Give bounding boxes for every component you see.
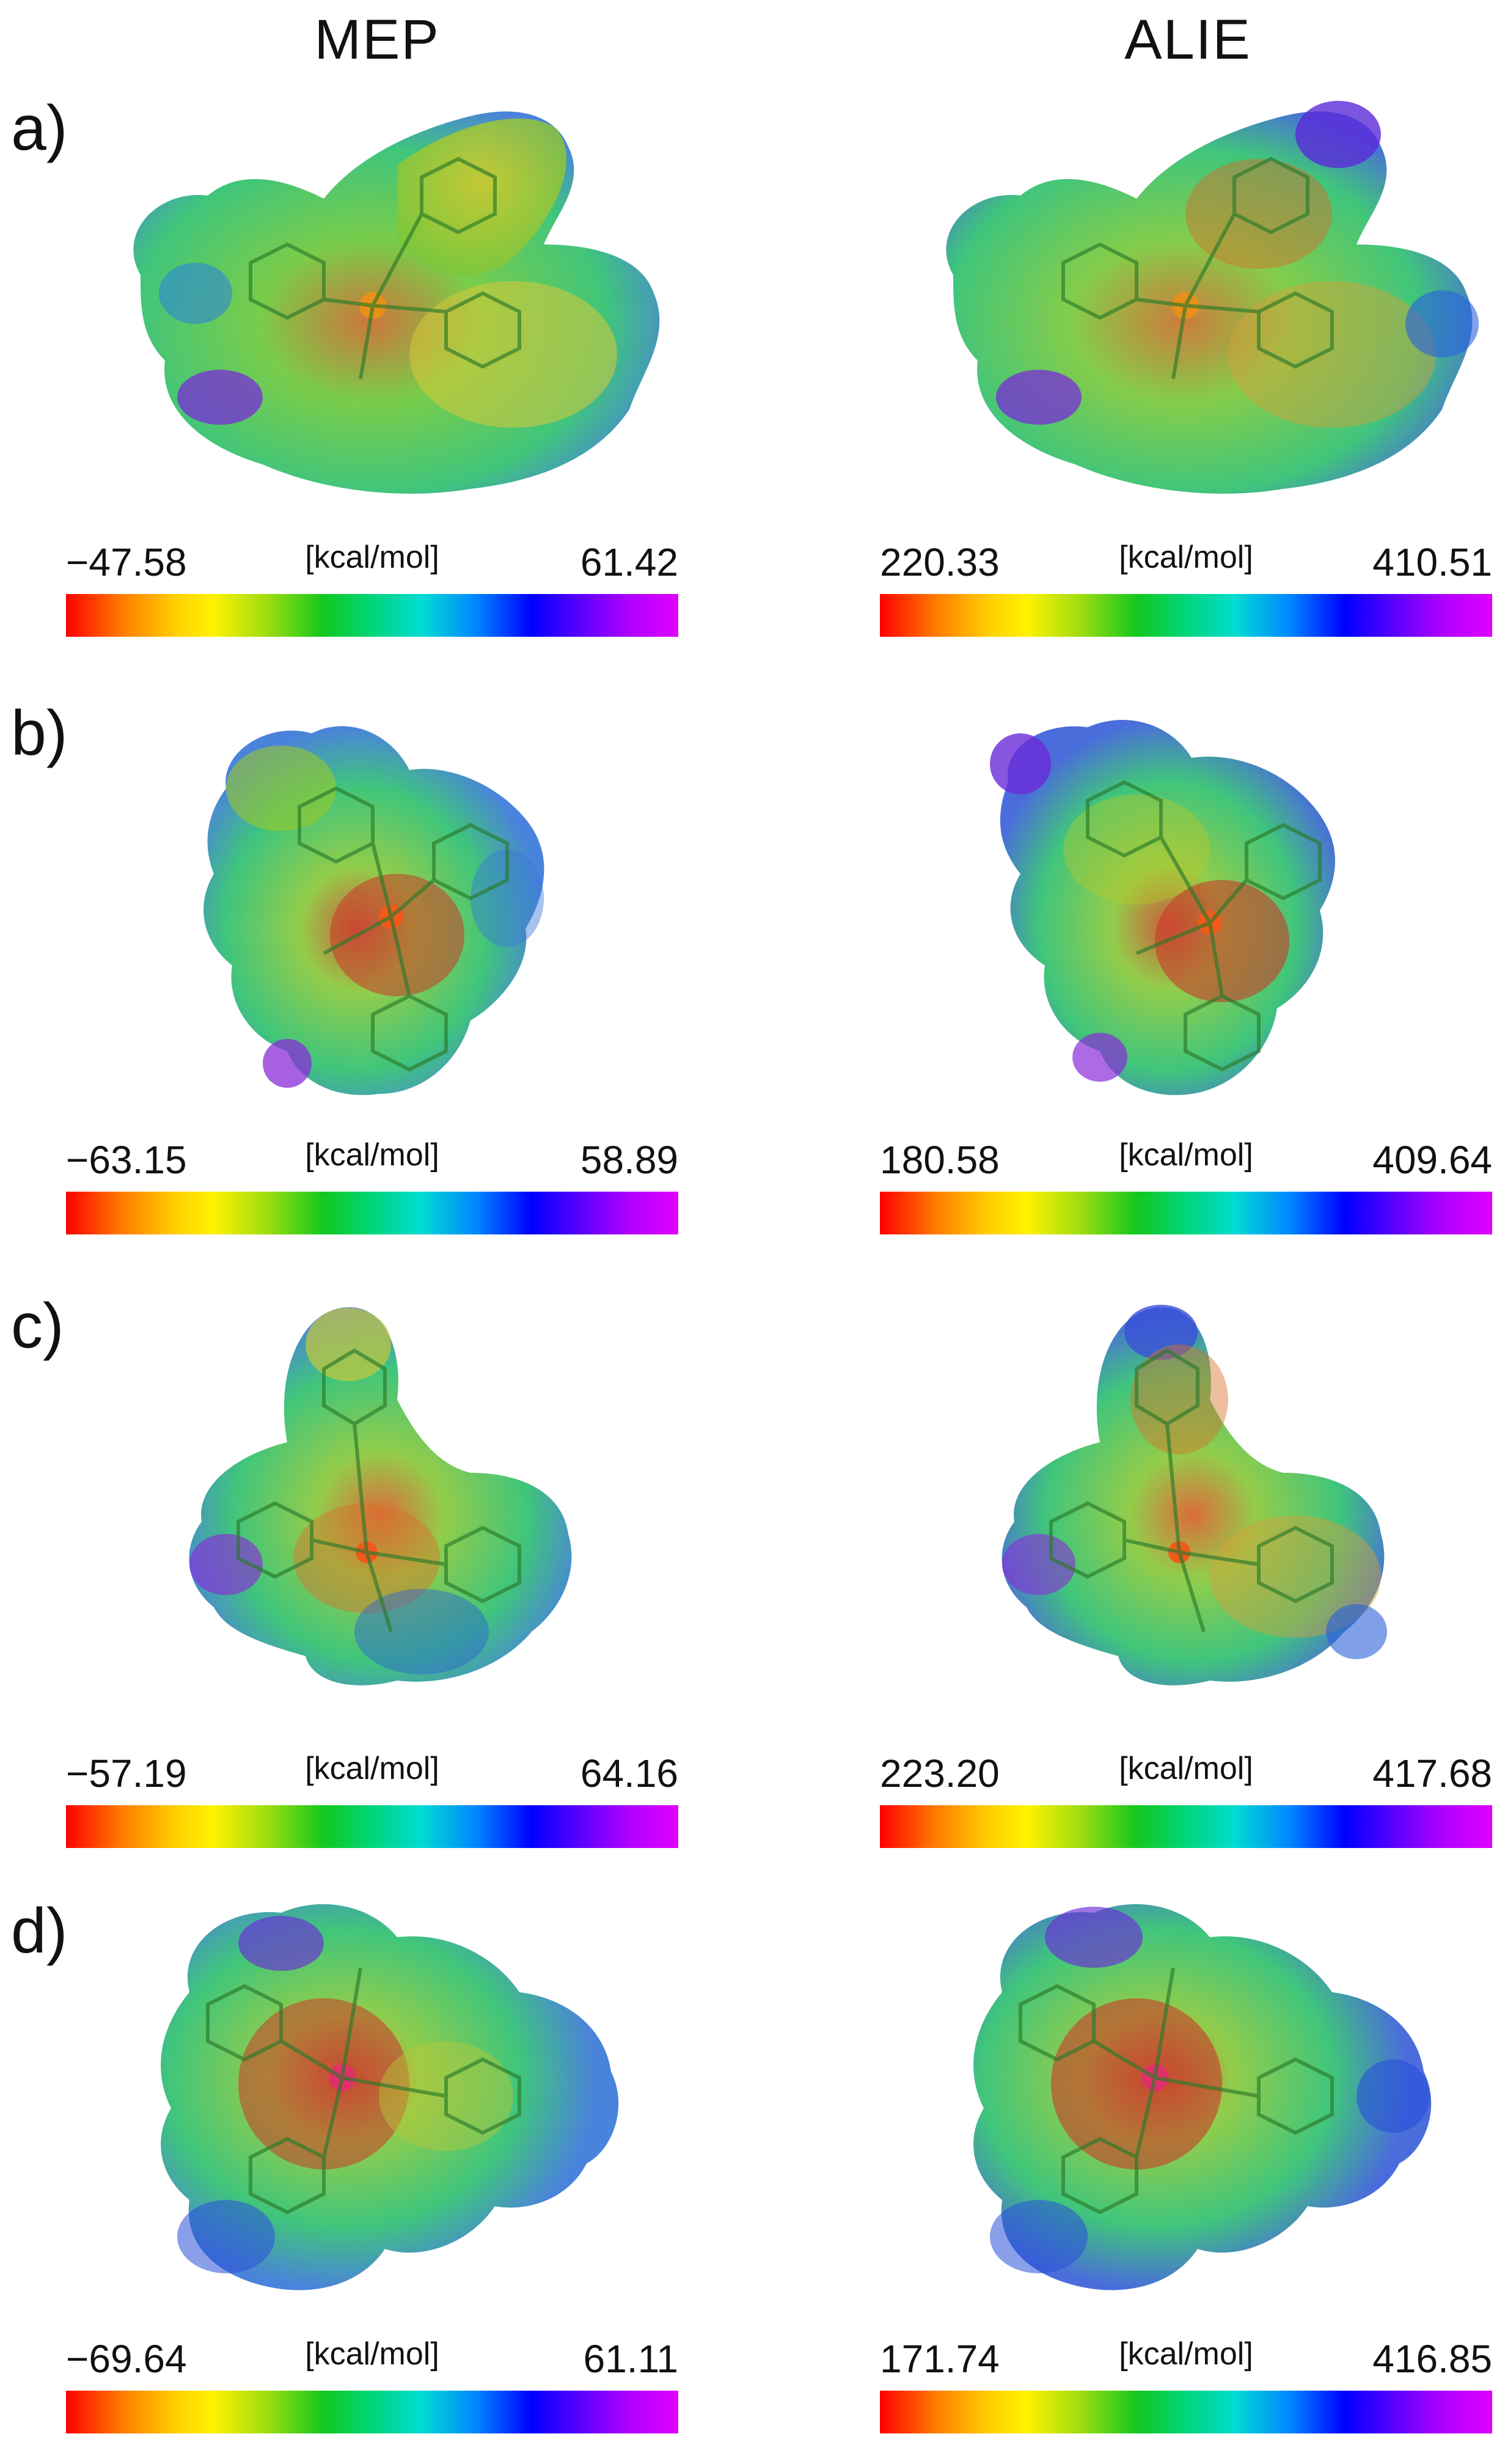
panel-label-c: c) xyxy=(11,1291,64,1362)
scale-max-value: 64.16 xyxy=(580,1751,678,1795)
scale-unit-label: [kcal/mol] xyxy=(1119,2336,1253,2372)
scale-unit-label: [kcal/mol] xyxy=(1119,1751,1253,1786)
molecule-surface-mep-b xyxy=(104,697,776,1124)
color-scale-bar xyxy=(66,1805,678,1848)
color-scale-bar xyxy=(880,1805,1492,1848)
color-scale-mep-d: −69.64 [kcal/mol] 61.11 xyxy=(66,2334,678,2438)
molecule-surface-alie-b xyxy=(917,697,1505,1124)
scale-min-value: 171.74 xyxy=(880,2337,1000,2381)
color-scale-mep-a: −47.58 [kcal/mol] 61.42 xyxy=(66,538,678,642)
scale-min-value: −69.64 xyxy=(66,2337,187,2381)
color-scale-alie-d: 171.74 [kcal/mol] 416.85 xyxy=(880,2334,1492,2438)
scale-unit-label: [kcal/mol] xyxy=(1119,1137,1253,1173)
color-scale-alie-a: 220.33 [kcal/mol] 410.51 xyxy=(880,538,1492,642)
scale-max-value: 61.11 xyxy=(583,2337,678,2381)
color-scale-alie-b: 180.58 [kcal/mol] 409.64 xyxy=(880,1135,1492,1239)
molecule-surface-mep-c xyxy=(104,1289,776,1717)
scale-min-value: 220.33 xyxy=(880,540,1000,584)
scale-max-value: 416.85 xyxy=(1372,2337,1492,2381)
color-scale-bar xyxy=(66,2391,678,2433)
scale-unit-label: [kcal/mol] xyxy=(305,1751,439,1786)
color-scale-mep-c: −57.19 [kcal/mol] 64.16 xyxy=(66,1749,678,1853)
panel-label-b: b) xyxy=(11,698,68,769)
color-scale-alie-c: 223.20 [kcal/mol] 417.68 xyxy=(880,1749,1492,1853)
column-header-alie: ALIE xyxy=(1124,9,1251,71)
scale-unit-label: [kcal/mol] xyxy=(305,1137,439,1173)
scale-unit-label: [kcal/mol] xyxy=(305,2336,439,2372)
color-scale-bar xyxy=(66,594,678,637)
scale-unit-label: [kcal/mol] xyxy=(305,540,439,575)
color-scale-bar xyxy=(880,594,1492,637)
column-header-mep: MEP xyxy=(314,9,440,71)
color-scale-bar xyxy=(880,2391,1492,2433)
panel-label-d: d) xyxy=(11,1896,68,1967)
scale-min-value: 180.58 xyxy=(880,1138,1000,1182)
scale-max-value: 58.89 xyxy=(580,1138,678,1182)
color-scale-bar xyxy=(880,1192,1492,1234)
scale-min-value: −63.15 xyxy=(66,1138,187,1182)
scale-max-value: 417.68 xyxy=(1372,1751,1492,1795)
panel-label-a: a) xyxy=(11,93,68,164)
molecule-surface-alie-a xyxy=(917,92,1505,519)
color-scale-mep-b: −63.15 [kcal/mol] 58.89 xyxy=(66,1135,678,1239)
scale-max-value: 410.51 xyxy=(1372,540,1492,584)
scale-min-value: 223.20 xyxy=(880,1751,1000,1795)
scale-min-value: −47.58 xyxy=(66,540,187,584)
molecule-surface-alie-c xyxy=(917,1289,1505,1717)
molecule-surface-mep-d xyxy=(104,1894,776,2322)
scale-min-value: −57.19 xyxy=(66,1751,187,1795)
molecule-surface-mep-a xyxy=(104,92,776,519)
scale-max-value: 61.42 xyxy=(580,540,678,584)
color-scale-bar xyxy=(66,1192,678,1234)
scale-unit-label: [kcal/mol] xyxy=(1119,540,1253,575)
molecule-surface-alie-d xyxy=(917,1894,1505,2322)
scale-max-value: 409.64 xyxy=(1372,1138,1492,1182)
